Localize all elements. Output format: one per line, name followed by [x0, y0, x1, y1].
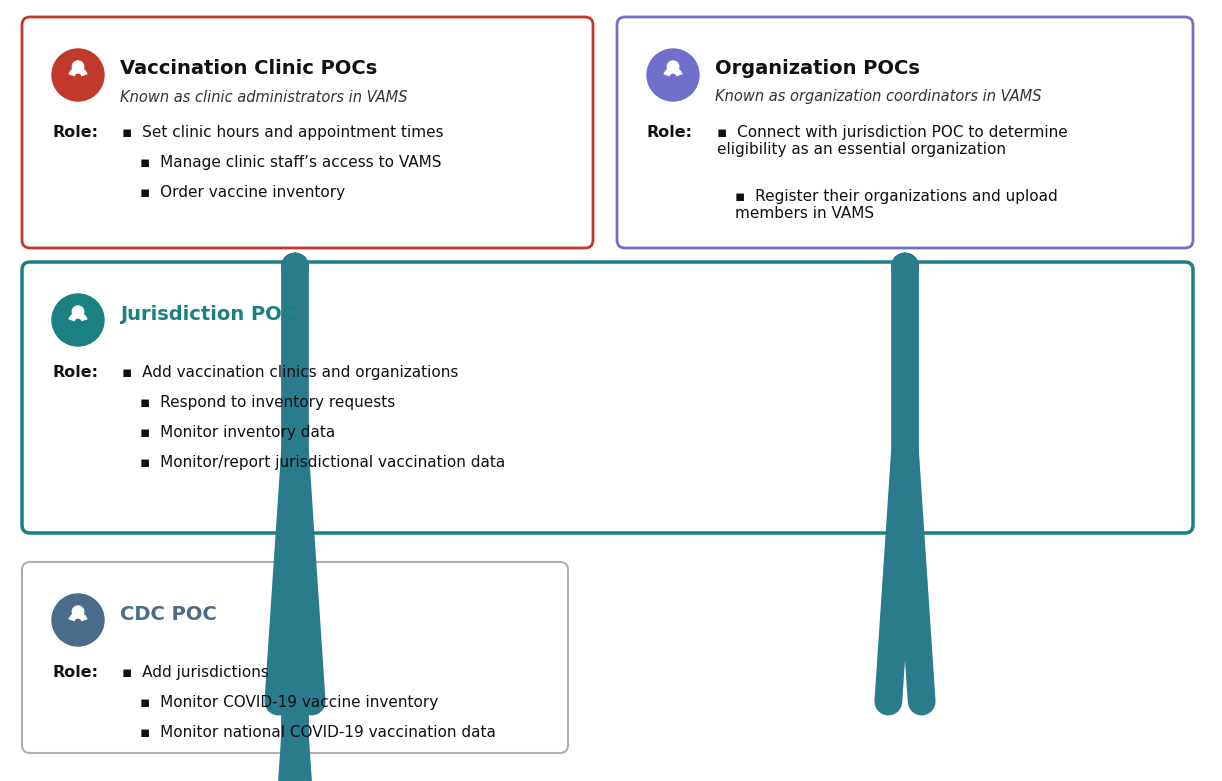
Text: ▪  Order vaccine inventory: ▪ Order vaccine inventory	[141, 185, 345, 200]
Circle shape	[53, 594, 104, 646]
Circle shape	[53, 294, 104, 346]
FancyBboxPatch shape	[617, 17, 1193, 248]
Circle shape	[72, 61, 84, 73]
Text: Vaccination Clinic POCs: Vaccination Clinic POCs	[120, 59, 378, 79]
Text: Role:: Role:	[53, 365, 98, 380]
Circle shape	[646, 49, 699, 101]
Circle shape	[667, 61, 678, 73]
Text: ▪  Set clinic hours and appointment times: ▪ Set clinic hours and appointment times	[122, 125, 444, 140]
Text: ▪  Add jurisdictions: ▪ Add jurisdictions	[122, 665, 269, 680]
FancyBboxPatch shape	[22, 17, 593, 248]
Text: Organization POCs: Organization POCs	[715, 59, 920, 79]
FancyBboxPatch shape	[22, 262, 1193, 533]
Text: Jurisdiction POC: Jurisdiction POC	[120, 305, 296, 323]
Text: ▪  Monitor inventory data: ▪ Monitor inventory data	[141, 425, 335, 440]
Text: Role:: Role:	[53, 665, 98, 680]
Text: ▪  Monitor/report jurisdictional vaccination data: ▪ Monitor/report jurisdictional vaccinat…	[141, 455, 505, 470]
Circle shape	[72, 306, 84, 317]
Text: CDC POC: CDC POC	[120, 604, 216, 623]
Text: ▪  Register their organizations and upload
members in VAMS: ▪ Register their organizations and uploa…	[734, 189, 1058, 221]
Text: ▪  Monitor national COVID-19 vaccination data: ▪ Monitor national COVID-19 vaccination …	[141, 725, 496, 740]
Text: Known as clinic administrators in VAMS: Known as clinic administrators in VAMS	[120, 90, 407, 105]
Text: ▪  Connect with jurisdiction POC to determine
eligibility as an essential organi: ▪ Connect with jurisdiction POC to deter…	[717, 125, 1068, 158]
Circle shape	[72, 606, 84, 618]
Circle shape	[53, 49, 104, 101]
Text: Known as organization coordinators in VAMS: Known as organization coordinators in VA…	[715, 90, 1041, 105]
Text: ▪  Monitor COVID-19 vaccine inventory: ▪ Monitor COVID-19 vaccine inventory	[141, 695, 439, 710]
Text: Role:: Role:	[646, 125, 693, 140]
Text: Role:: Role:	[53, 125, 98, 140]
Text: ▪  Add vaccination clinics and organizations: ▪ Add vaccination clinics and organizati…	[122, 365, 458, 380]
Text: ▪  Manage clinic staff’s access to VAMS: ▪ Manage clinic staff’s access to VAMS	[141, 155, 441, 170]
FancyBboxPatch shape	[22, 562, 568, 753]
Text: ▪  Respond to inventory requests: ▪ Respond to inventory requests	[141, 395, 395, 410]
